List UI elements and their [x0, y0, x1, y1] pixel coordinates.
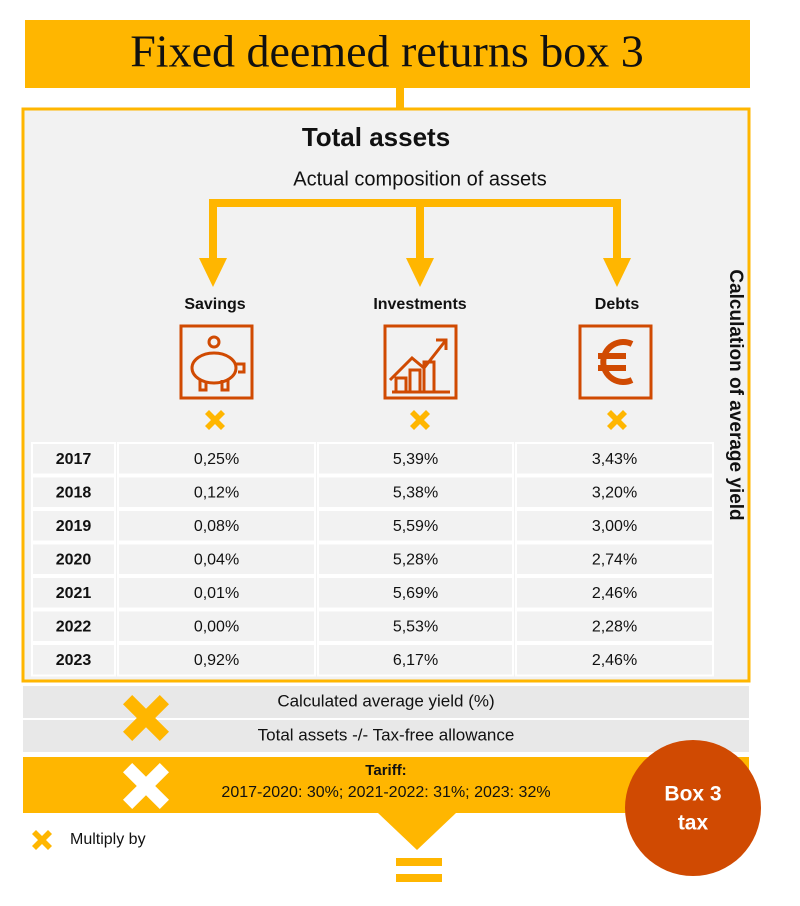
table-cell — [117, 643, 316, 677]
table-cell — [317, 475, 514, 509]
table-cell — [31, 475, 116, 509]
table-cell — [515, 542, 714, 576]
table-cell — [317, 542, 514, 576]
arrow-heads — [199, 258, 631, 287]
year: 2018 — [56, 484, 92, 501]
yield: 0,04% — [194, 551, 239, 568]
yield: 5,69% — [393, 585, 438, 602]
yield: 5,28% — [393, 551, 438, 568]
table-cell — [515, 475, 714, 509]
table-cell — [31, 542, 116, 576]
heading: Total assets — [302, 122, 450, 152]
table-cell — [117, 475, 316, 509]
yield: 3,20% — [592, 484, 637, 501]
table: 2017 0,25% 5,39% 3,43% 2018 0,12% 5,38% 3,20% 20… — [31, 442, 714, 677]
year: 2017 — [56, 451, 92, 468]
yield: 2,46% — [592, 652, 637, 669]
yield: 5,38% — [393, 484, 438, 501]
tariff-label: Tariff: — [365, 762, 406, 779]
column-label: Debts — [595, 296, 640, 313]
table-cell — [317, 643, 514, 677]
table-cell — [117, 542, 316, 576]
yield: 3,43% — [592, 451, 637, 468]
arrows — [209, 199, 621, 262]
table-cell — [117, 609, 316, 643]
yield: 0,01% — [194, 585, 239, 602]
table-cell — [31, 442, 116, 476]
year: 2020 — [56, 551, 92, 568]
legend-mark — [32, 830, 52, 850]
column-label: Investments — [373, 296, 466, 313]
yield: 0,12% — [194, 484, 239, 501]
year: 2022 — [56, 618, 92, 635]
table-cell — [515, 609, 714, 643]
table-cell — [515, 442, 714, 476]
table-cell — [317, 576, 514, 610]
table-cell — [515, 509, 714, 543]
title-bar — [25, 20, 750, 88]
table-cell — [117, 442, 316, 476]
table-cell — [515, 643, 714, 677]
year: 2019 — [56, 518, 92, 535]
yield: 3,00% — [592, 518, 637, 535]
yield: 6,17% — [393, 652, 438, 669]
side-label: Calculation of average yield — [725, 269, 746, 520]
yield: 0,92% — [194, 652, 239, 669]
yield: 2,28% — [592, 618, 637, 635]
yield: 0,00% — [194, 618, 239, 635]
table-cell — [317, 609, 514, 643]
year: 2021 — [56, 585, 92, 602]
step: Total assets -/- Tax-free allowance — [258, 725, 515, 744]
table-cell — [515, 576, 714, 610]
table-cell — [117, 576, 316, 610]
year: 2023 — [56, 652, 92, 669]
result: Box 3 — [664, 783, 721, 806]
subheading: Actual composition of assets — [293, 168, 546, 190]
table-cell — [31, 609, 116, 643]
result-circle — [625, 740, 761, 876]
yield: 5,59% — [393, 518, 438, 535]
table-cell — [317, 509, 514, 543]
yield: 2,74% — [592, 551, 637, 568]
result: tax — [678, 812, 709, 835]
connector — [396, 88, 404, 110]
yield: 0,25% — [194, 451, 239, 468]
yield: 0,08% — [194, 518, 239, 535]
equals — [396, 858, 442, 866]
table-cell — [117, 509, 316, 543]
equals — [396, 874, 442, 882]
table-cell — [31, 576, 116, 610]
table-cell — [317, 442, 514, 476]
yield: 2,46% — [592, 585, 637, 602]
legend: Multiply by — [70, 831, 146, 848]
yield: 5,39% — [393, 451, 438, 468]
icons — [179, 324, 653, 400]
title: Fixed deemed returns box 3 — [130, 26, 644, 77]
tariff-text: 2017-2020: 30%; 2021-2022: 31%; 2023: 32… — [221, 784, 550, 801]
table-cell — [31, 643, 116, 677]
step: Calculated average yield (%) — [277, 691, 494, 710]
column-label: Savings — [184, 296, 245, 313]
down-arrow — [378, 813, 456, 850]
table-cell — [31, 509, 116, 543]
yield: 5,53% — [393, 618, 438, 635]
